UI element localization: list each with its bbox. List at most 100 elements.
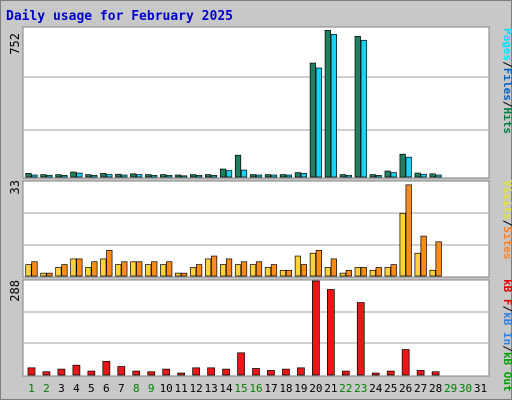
hits-bar-pages-day-10 bbox=[166, 175, 173, 178]
hits-bar-pages-day-15 bbox=[240, 169, 248, 178]
kbf-bar-kb-f-day-1 bbox=[27, 367, 36, 376]
hits-bar-pages-day-4 bbox=[76, 172, 83, 178]
hits-bar-pages-day-7 bbox=[121, 174, 128, 178]
visits-bar-sites-day-3 bbox=[61, 264, 68, 277]
x-tick-label-15: 15 bbox=[234, 382, 247, 395]
hits-bar-pages-day-17 bbox=[270, 174, 278, 178]
hits-bar-hits-day-4 bbox=[70, 171, 77, 178]
visits-bar-sites-day-28 bbox=[435, 241, 442, 277]
hits-bar-hits-day-6 bbox=[100, 173, 107, 178]
visits-bar-visits-day-16 bbox=[249, 264, 257, 277]
kbf-bar-kb-f-day-11 bbox=[177, 372, 186, 376]
visits-bar-sites-day-20 bbox=[315, 250, 322, 277]
visits-bar-visits-day-13 bbox=[205, 258, 212, 277]
x-tick-label-10: 10 bbox=[160, 382, 173, 395]
kbf-bar-kb-f-day-19 bbox=[297, 367, 305, 376]
visits-bar-sites-day-1 bbox=[31, 261, 38, 277]
hits-bar-pages-day-13 bbox=[211, 175, 218, 178]
kbf-legend-item-1: / bbox=[501, 306, 512, 313]
hits-bar-pages-day-20 bbox=[315, 67, 322, 178]
visits-bar-sites-day-12 bbox=[196, 264, 203, 277]
hits-bar-pages-day-2 bbox=[46, 175, 53, 178]
x-tick-label-11: 11 bbox=[175, 382, 188, 395]
kbf-bar-kb-f-day-5 bbox=[87, 370, 96, 376]
kbf-bar-kb-f-day-15 bbox=[237, 352, 245, 376]
hits-bar-hits-day-10 bbox=[160, 174, 167, 178]
x-tick-label-27: 27 bbox=[414, 382, 427, 395]
x-tick-label-14: 14 bbox=[219, 382, 233, 395]
hits-bar-hits-day-26 bbox=[399, 153, 406, 178]
kbf-bar-kb-f-day-23 bbox=[356, 302, 365, 376]
visits-bar-sites-day-9 bbox=[151, 261, 158, 277]
x-tick-label-2: 2 bbox=[43, 382, 50, 395]
kbf-legend: kB F/kB In/kB Out bbox=[501, 279, 512, 392]
hits-bar-hits-day-21 bbox=[324, 30, 331, 178]
visits-bar-visits-day-5 bbox=[85, 267, 92, 277]
visits-bar-visits-day-9 bbox=[145, 264, 152, 277]
hits-bar-hits-day-14 bbox=[219, 168, 227, 178]
x-tick-label-31: 31 bbox=[474, 382, 487, 395]
x-tick-label-5: 5 bbox=[88, 382, 95, 395]
kbf-panel bbox=[22, 279, 490, 377]
visits-bar-visits-day-18 bbox=[279, 269, 287, 277]
x-tick-label-19: 19 bbox=[294, 382, 307, 395]
hits-bar-hits-day-11 bbox=[175, 174, 182, 178]
visits-max-label: 33 bbox=[8, 180, 22, 194]
x-tick-label-22: 22 bbox=[339, 382, 352, 395]
hits-bar-pages-day-19 bbox=[300, 173, 307, 178]
visits-bar-sites-day-2 bbox=[46, 272, 53, 277]
hits-bar-pages-day-21 bbox=[330, 33, 337, 178]
visits-bar-visits-day-8 bbox=[130, 261, 137, 277]
hits-legend-item-4: Hits bbox=[501, 108, 512, 135]
hits-bar-pages-day-28 bbox=[435, 174, 442, 178]
visits-bar-visits-day-27 bbox=[414, 252, 421, 277]
visits-bar-sites-day-7 bbox=[121, 261, 128, 277]
visits-bar-sites-day-13 bbox=[211, 255, 218, 277]
visits-bar-visits-day-28 bbox=[429, 269, 436, 277]
kbf-bar-kb-f-day-2 bbox=[42, 371, 51, 376]
hits-bar-hits-day-16 bbox=[249, 174, 257, 178]
hits-bar-hits-day-28 bbox=[429, 173, 436, 178]
visits-bar-sites-day-4 bbox=[76, 258, 83, 277]
hits-bar-hits-day-17 bbox=[264, 174, 272, 178]
x-tick-label-18: 18 bbox=[279, 382, 292, 395]
hits-bar-hits-day-3 bbox=[55, 174, 62, 178]
kbf-bar-kb-f-day-10 bbox=[162, 368, 171, 376]
x-tick-label-9: 9 bbox=[148, 382, 155, 395]
kbf-bar-kb-f-day-25 bbox=[386, 370, 395, 376]
visits-bar-visits-day-12 bbox=[190, 267, 197, 277]
x-tick-label-24: 24 bbox=[369, 382, 383, 395]
hits-legend: Pages/Files/Hits bbox=[501, 28, 512, 134]
x-tick-label-3: 3 bbox=[58, 382, 65, 395]
visits-bar-sites-day-15 bbox=[240, 261, 248, 277]
x-tick-label-29: 29 bbox=[444, 382, 457, 395]
visits-bar-visits-day-11 bbox=[175, 272, 182, 277]
kbf-bar-kb-f-day-17 bbox=[267, 370, 275, 376]
hits-bar-pages-day-16 bbox=[255, 174, 263, 178]
x-tick-label-21: 21 bbox=[324, 382, 337, 395]
hits-bar-hits-day-18 bbox=[279, 174, 287, 178]
kbf-bar-kb-f-day-9 bbox=[147, 371, 156, 376]
bars-group bbox=[25, 30, 442, 376]
x-tick-label-6: 6 bbox=[103, 382, 110, 395]
visits-bar-sites-day-8 bbox=[136, 261, 143, 277]
hits-bar-hits-day-15 bbox=[234, 154, 242, 178]
kbf-bar-kb-f-day-13 bbox=[207, 367, 215, 376]
hits-bar-pages-day-24 bbox=[375, 175, 382, 178]
kbf-legend-item-2: kB In bbox=[501, 312, 512, 345]
visits-bar-sites-day-6 bbox=[106, 250, 113, 277]
kbf-bar-kb-f-day-22 bbox=[341, 370, 350, 376]
visits-bar-sites-day-25 bbox=[390, 264, 397, 277]
visits-bar-sites-day-19 bbox=[300, 264, 307, 277]
hits-bar-pages-day-12 bbox=[196, 175, 203, 178]
kbf-bar-kb-f-day-18 bbox=[282, 368, 290, 376]
x-tick-label-12: 12 bbox=[190, 382, 203, 395]
visits-bar-sites-day-21 bbox=[330, 258, 337, 277]
visits-bar-visits-day-15 bbox=[234, 264, 242, 277]
hits-bar-pages-day-11 bbox=[181, 175, 188, 178]
kbf-bar-kb-f-day-14 bbox=[222, 368, 230, 376]
visits-legend: Visits/Sites bbox=[501, 180, 512, 260]
hits-bar-hits-day-19 bbox=[294, 172, 301, 178]
hits-bar-pages-day-27 bbox=[420, 173, 427, 178]
